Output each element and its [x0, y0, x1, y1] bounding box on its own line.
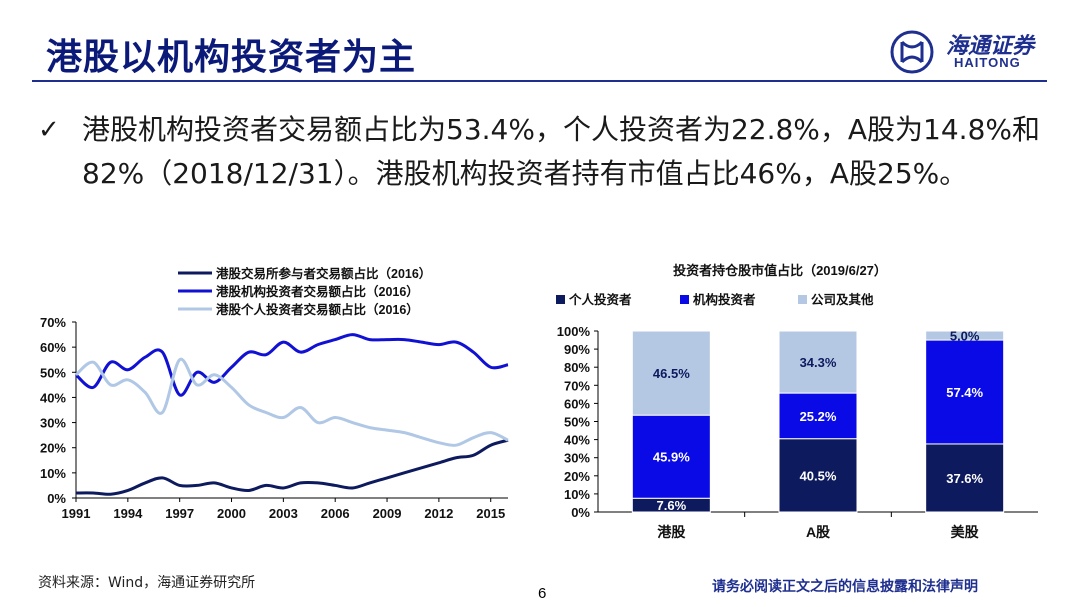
x-tick-label: 港股 [657, 524, 686, 540]
legend-swatch-1 [680, 295, 689, 304]
x-tick-label: 1997 [165, 506, 194, 521]
bar-segment-1-0 [631, 414, 711, 499]
legend-label-0: 个人投资者 [568, 292, 632, 307]
line-series-1 [74, 333, 509, 397]
logo-cn-text: 海通证券 [946, 33, 1035, 59]
header-divider [32, 80, 1047, 82]
bar-segment-0-1 [778, 438, 858, 513]
bar-chart-axes: 0% 10% 20% 30% 40% 50% 60% 70% 80% 90% 100% 港股 A股 美股 [557, 324, 1038, 540]
y-tick-label: 30% [564, 451, 590, 466]
legend-swatch-0 [556, 295, 565, 304]
bar-segment-1-2 [925, 339, 1005, 445]
x-tick-label: A股 [806, 524, 831, 540]
check-icon: ✓ [38, 115, 60, 145]
line-chart-series [74, 333, 509, 496]
legend-label-2: 港股个人投资者交易额占比（2016） [216, 302, 419, 317]
y-tick-label: 10% [40, 466, 66, 481]
y-tick-label: 20% [40, 441, 66, 456]
bar-segment-1-1 [778, 392, 858, 440]
y-tick-label: 20% [564, 469, 590, 484]
x-tick-label: 1991 [62, 506, 91, 521]
y-tick-label: 50% [40, 365, 66, 380]
y-tick-label: 40% [564, 433, 590, 448]
x-tick-label: 1994 [113, 506, 143, 521]
bar-data-label-2-1: 34.3% [800, 355, 837, 370]
y-tick-label: 70% [40, 315, 66, 330]
y-tick-label: 100% [557, 324, 591, 339]
bar-data-label-1-0: 45.9% [653, 450, 690, 465]
legend-label-2: 公司及其他 [811, 292, 874, 307]
bar-segment-2-0 [631, 330, 711, 416]
y-tick-label: 60% [40, 340, 66, 355]
bar-data-label-1-2: 57.4% [946, 385, 983, 400]
legend-label-1: 机构投资者 [693, 292, 756, 307]
y-tick-label: 30% [40, 416, 66, 431]
bar-chart-legend: 个人投资者 机构投资者 公司及其他 [556, 292, 874, 307]
source-note: 资料来源：Wind，海通证券研究所 [38, 575, 256, 591]
bar-segment-2-1 [778, 330, 858, 394]
key-point-text: 港股机构投资者交易额占比为53.4%，个人投资者为22.8%，A股为14.8%和… [82, 113, 1041, 190]
bar-data-label-1-1: 25.2% [800, 409, 837, 424]
haitong-logo: 海通证券 HAITONG [888, 28, 1048, 76]
bar-data-label-2-0: 46.5% [653, 366, 690, 381]
legend-label-0: 港股交易所参与者交易额占比（2016） [216, 266, 431, 281]
bar-data-label-0-1: 40.5% [800, 468, 837, 483]
x-tick-label: 2003 [269, 506, 298, 521]
line-chart-legend: 港股交易所参与者交易额占比（2016） 港股机构投资者交易额占比（2016） 港股个… [178, 266, 431, 317]
line-series-0 [75, 438, 509, 496]
y-tick-label: 80% [564, 360, 590, 375]
legend-swatch-2 [798, 295, 807, 304]
y-tick-label: 90% [564, 342, 590, 357]
y-tick-label: 40% [40, 390, 66, 405]
x-tick-label: 2012 [424, 506, 453, 521]
y-tick-label: 70% [564, 378, 590, 393]
bar-segment-2-2 [925, 330, 1005, 341]
y-tick-label: 50% [564, 415, 590, 430]
stacked-bar-chart: 投资者持仓股市值占比（2019/6/27） 个人投资者 机构投资者 公司及其他 0%… [556, 263, 1038, 540]
bar-data-label-0-2: 37.6% [946, 471, 983, 486]
y-tick-label: 60% [564, 396, 590, 411]
bar-data-label-2-2: 5.0% [950, 329, 980, 344]
bar-data-label-0-0: 7.6% [657, 498, 687, 513]
line-chart-axes: 0% 10% 20% 30% 40% 50% 60% 70% 1991 1994 1997 2000 2… [40, 315, 508, 521]
logo-en-text: HAITONG [954, 55, 1021, 70]
haitong-emblem-icon [890, 30, 934, 74]
x-tick-label: 2006 [321, 506, 350, 521]
disclaimer: 请务必阅读正文之后的信息披露和法律声明 [712, 579, 978, 595]
y-tick-label: 10% [564, 487, 590, 502]
y-tick-label: 0% [571, 505, 590, 520]
bar-chart-bars: 7.6% 45.9% 46.5% 40.5% 25.2% 34.3% 37.6% 57.4% 5… [631, 329, 1005, 513]
x-tick-label: 2000 [217, 506, 246, 521]
page-title: 港股以机构投资者为主 [46, 36, 417, 78]
y-tick-label: 0% [47, 491, 66, 506]
bar-chart-title: 投资者持仓股市值占比（2019/6/27） [673, 263, 887, 278]
bar-segment-0-2 [925, 443, 1005, 513]
x-tick-label: 2015 [476, 506, 505, 521]
line-series-2 [74, 357, 509, 447]
key-point: ✓ 港股机构投资者交易额占比为53.4%，个人投资者为22.8%，A股为14.8… [38, 108, 1048, 196]
page-number: 6 [538, 585, 547, 602]
x-tick-label: 美股 [951, 524, 980, 540]
legend-label-1: 港股机构投资者交易额占比（2016） [216, 284, 419, 299]
x-tick-label: 2009 [373, 506, 402, 521]
line-chart: 港股交易所参与者交易额占比（2016） 港股机构投资者交易额占比（2016） 港股个… [40, 266, 509, 521]
